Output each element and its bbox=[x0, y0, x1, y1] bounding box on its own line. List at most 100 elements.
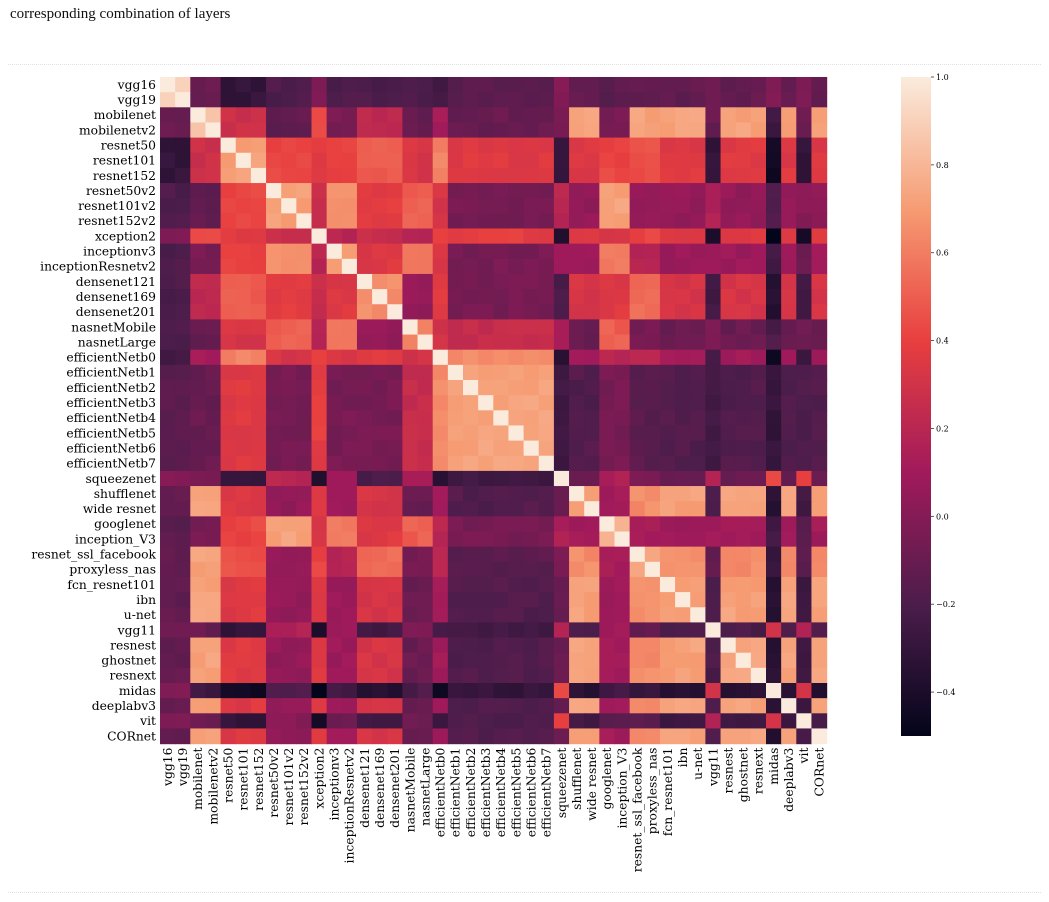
heatmap-cell bbox=[447, 410, 464, 427]
heatmap-cell bbox=[599, 243, 616, 260]
heatmap-cell bbox=[432, 501, 449, 517]
heatmap-cell bbox=[523, 349, 540, 366]
heatmap-cell bbox=[387, 258, 403, 275]
heatmap-cell bbox=[553, 122, 570, 139]
heatmap-cell bbox=[266, 576, 282, 593]
heatmap-cell bbox=[447, 622, 464, 639]
heatmap-cell bbox=[266, 440, 282, 457]
heatmap-cell bbox=[614, 183, 631, 199]
heatmap-cell bbox=[402, 652, 419, 669]
heatmap-cell bbox=[190, 258, 207, 275]
heatmap-cell bbox=[523, 470, 540, 487]
heatmap-cell bbox=[190, 652, 207, 669]
heatmap-cell bbox=[553, 228, 570, 245]
heatmap-cell bbox=[250, 516, 267, 533]
heatmap-cell bbox=[811, 395, 828, 411]
heatmap-cell bbox=[356, 137, 373, 154]
heatmap-cell bbox=[644, 304, 661, 320]
heatmap-cell bbox=[538, 486, 555, 502]
heatmap-cell bbox=[538, 470, 555, 487]
heatmap-cell bbox=[326, 258, 343, 275]
heatmap-cell bbox=[281, 77, 297, 93]
heatmap-cell bbox=[160, 107, 176, 124]
heatmap-cell bbox=[584, 667, 600, 684]
heatmap-cell bbox=[175, 289, 191, 305]
heatmap-cell bbox=[508, 349, 525, 366]
heatmap-cell bbox=[205, 334, 222, 351]
heatmap-cell bbox=[523, 516, 540, 533]
heatmap-cell bbox=[735, 213, 752, 230]
heatmap-cell bbox=[811, 698, 828, 714]
heatmap-cell bbox=[811, 561, 828, 578]
heatmap-cell bbox=[599, 683, 616, 699]
heatmap-cell bbox=[659, 77, 676, 93]
heatmap-cell bbox=[690, 455, 706, 472]
heatmap-cell bbox=[599, 486, 616, 502]
heatmap-cell bbox=[372, 122, 388, 139]
heatmap-cell bbox=[417, 486, 434, 502]
heatmap-cell bbox=[705, 637, 722, 654]
heatmap-cell bbox=[220, 652, 237, 669]
heatmap-cell bbox=[402, 258, 419, 275]
heatmap-cell bbox=[781, 273, 797, 290]
heatmap-cell bbox=[175, 349, 191, 366]
heatmap-cell bbox=[326, 637, 343, 654]
heatmap-cell bbox=[796, 607, 813, 623]
heatmap-cell bbox=[720, 470, 737, 487]
heatmap-cell bbox=[750, 470, 767, 487]
heatmap-cell bbox=[311, 531, 328, 548]
heatmap-cell bbox=[356, 531, 373, 548]
heatmap-cell bbox=[417, 304, 434, 320]
heatmap-cell bbox=[311, 425, 328, 442]
x-tick-label: efficientNetb1 bbox=[449, 748, 463, 838]
heatmap-cell bbox=[417, 183, 434, 199]
heatmap-cell bbox=[553, 213, 570, 230]
heatmap-cell bbox=[175, 516, 191, 533]
heatmap-cell bbox=[296, 561, 313, 578]
heatmap-cell bbox=[690, 289, 706, 305]
heatmap-cell bbox=[720, 698, 737, 714]
heatmap-cell bbox=[326, 167, 343, 184]
heatmap-cell bbox=[705, 425, 722, 442]
heatmap-cell bbox=[811, 410, 828, 427]
heatmap-cell bbox=[250, 410, 267, 427]
heatmap-cell bbox=[720, 258, 737, 275]
heatmap-cell bbox=[811, 516, 828, 533]
heatmap-cell bbox=[463, 516, 479, 533]
heatmap-cell bbox=[659, 516, 676, 533]
heatmap-cell bbox=[296, 546, 313, 563]
heatmap-cell bbox=[750, 410, 767, 427]
heatmap-cell bbox=[705, 607, 722, 623]
y-tick-label: inceptionResnetv2 bbox=[40, 260, 156, 274]
heatmap-cell bbox=[387, 713, 403, 730]
heatmap-cell bbox=[387, 152, 403, 169]
heatmap-cell bbox=[296, 607, 313, 623]
heatmap-cell bbox=[387, 455, 403, 472]
heatmap-cell bbox=[675, 77, 691, 93]
heatmap-cell bbox=[493, 486, 510, 502]
heatmap-cell bbox=[235, 455, 252, 472]
heatmap-cell bbox=[523, 107, 540, 124]
heatmap-cell bbox=[584, 304, 600, 320]
heatmap-cell bbox=[599, 592, 616, 608]
heatmap-cell bbox=[326, 698, 343, 714]
heatmap-cell bbox=[281, 501, 297, 517]
heatmap-cell bbox=[402, 622, 419, 639]
heatmap-cell bbox=[463, 607, 479, 623]
heatmap-cell bbox=[811, 92, 828, 108]
heatmap-cell bbox=[372, 561, 388, 578]
heatmap-cell bbox=[235, 470, 252, 487]
heatmap-cell bbox=[372, 470, 388, 487]
heatmap-cell bbox=[341, 607, 358, 623]
heatmap-cell bbox=[690, 334, 706, 351]
heatmap-cell bbox=[281, 652, 297, 669]
heatmap-cell bbox=[705, 440, 722, 457]
heatmap-cell bbox=[720, 713, 737, 730]
heatmap-cell bbox=[356, 304, 373, 320]
heatmap-cell bbox=[659, 698, 676, 714]
heatmap-cell bbox=[432, 607, 449, 623]
heatmap-cell bbox=[341, 455, 358, 472]
heatmap-cell bbox=[735, 667, 752, 684]
x-tick-label: nasnetMobile bbox=[403, 748, 417, 833]
heatmap-cell bbox=[705, 501, 722, 517]
